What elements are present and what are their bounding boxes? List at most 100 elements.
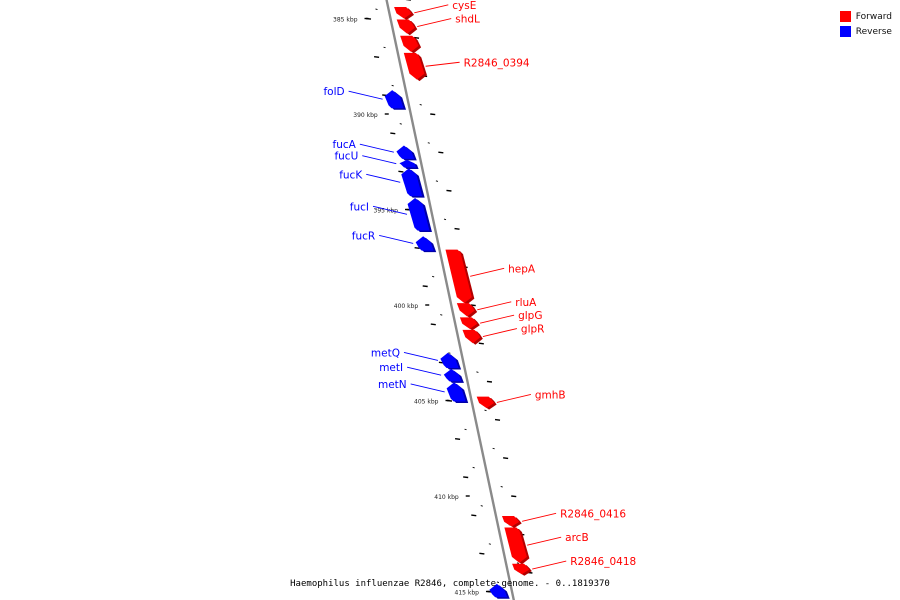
scale-label: 400 kbp [394, 303, 419, 310]
gene-arrow-fucK[interactable] [401, 168, 425, 198]
scale-label: 410 kbp [434, 494, 459, 501]
gene-arrow-metI[interactable] [443, 368, 464, 383]
gene-arrow-hepA[interactable] [445, 249, 475, 305]
gene-arrow-R2846_0418[interactable] [512, 563, 532, 576]
gene-arrow-body [456, 303, 475, 317]
gene-arrow-metQ[interactable] [440, 352, 462, 370]
gene-arrow-R2846_0394[interactable] [403, 52, 427, 82]
gene-arrow-fucR[interactable] [415, 236, 437, 253]
gene-label[interactable]: fucK [339, 169, 363, 181]
gene-label[interactable]: fucA [333, 139, 357, 151]
scale-label: 405 kbp [414, 399, 439, 406]
gene-arrow-body [462, 329, 481, 344]
gene-arrow-body [445, 249, 472, 304]
tick-mark [464, 428, 467, 431]
tick-mark [503, 457, 509, 460]
gene-label[interactable]: R2846_0418 [570, 556, 636, 568]
tick-mark [390, 132, 396, 135]
legend-label-forward: Forward [855, 11, 892, 22]
tick-mark [422, 285, 428, 288]
tick-mark [419, 104, 422, 106]
gene-label[interactable]: fucI [350, 201, 369, 213]
gene-arrow-shdL[interactable] [396, 19, 418, 36]
gene-label-leader [407, 366, 442, 376]
gene-arrow-body [459, 317, 478, 329]
scale-label: 385 kbp [333, 17, 358, 24]
gene-arrow-body [415, 236, 434, 251]
gene-label[interactable]: folD [323, 86, 344, 98]
reverse-swatch-icon [839, 26, 851, 37]
gene-arrow-body [501, 516, 520, 527]
gene-label[interactable]: fucU [334, 151, 358, 163]
tick-mark [511, 495, 517, 498]
gene-arrow-body [396, 145, 415, 159]
gene-label[interactable]: glpG [518, 310, 542, 322]
tick-mark [430, 113, 436, 116]
gene-arrow-folD[interactable] [384, 90, 407, 110]
tick-mark [427, 142, 430, 144]
tick-mark [454, 227, 460, 230]
gene-arrow-body [384, 90, 404, 109]
gene-arrow-body [396, 19, 415, 34]
tick-layer: 385 kbp 390 kbp 395 kbp 400 kbp 405 kbp 410 k… [333, 0, 533, 597]
gene-label-leader [362, 155, 397, 165]
tick-mark [496, 581, 500, 583]
gene-label[interactable]: shdL [455, 14, 480, 26]
gene-arrow-gmhB[interactable] [476, 396, 497, 410]
gene-arrow-unnamed[interactable] [489, 583, 510, 599]
genome-backbone [385, 0, 516, 600]
gene-arrow-body [446, 382, 466, 402]
tick-mark [471, 514, 477, 517]
gene-arrow-fucU[interactable] [399, 159, 419, 169]
gene-label[interactable]: metI [379, 362, 403, 374]
gene-arrow-body [394, 7, 412, 19]
tick-mark [454, 438, 461, 440]
gene-label[interactable]: arcB [565, 532, 589, 544]
gene-arrow-body [512, 563, 530, 575]
gene-label[interactable]: R2846_0394 [464, 57, 530, 69]
gene-label[interactable]: hepA [508, 263, 536, 275]
gene-arrow-glpR[interactable] [462, 329, 483, 345]
tick-mark [448, 352, 451, 354]
gene-label[interactable]: metQ [371, 347, 400, 359]
scale-label: 395 kbp [374, 208, 399, 215]
gene-label-leader [417, 18, 452, 28]
tick-mark [463, 476, 469, 479]
gene-arrow-metN[interactable] [446, 382, 469, 403]
scale-label: 415 kbp [455, 590, 480, 597]
gene-arrow-glpG[interactable] [459, 317, 480, 331]
gene-label[interactable]: gmhB [535, 389, 566, 401]
legend-item-reverse: Reverse [839, 24, 892, 39]
gene-layer [384, 7, 532, 599]
legend: Forward Reverse [839, 9, 892, 39]
tick-mark [500, 486, 503, 488]
gene-arrow-R2846_0394[interactable] [400, 35, 422, 54]
gene-label-leader [359, 143, 394, 153]
gene-arrow-body [400, 35, 419, 52]
map-title: Haemophilus influenzae R2846, complete g… [290, 579, 610, 589]
gene-label[interactable]: R2846_0416 [560, 508, 626, 520]
gene-label-leader [479, 314, 515, 324]
gene-label[interactable]: rluA [515, 297, 537, 309]
tick-mark [391, 84, 394, 87]
gene-label[interactable]: fucR [352, 230, 375, 242]
gene-arrow-fucA[interactable] [396, 145, 417, 161]
gene-label[interactable]: cysE [452, 0, 476, 12]
gene-arrow-fucI[interactable] [407, 198, 432, 233]
tick-mark [488, 543, 491, 545]
gene-arrow-cysE[interactable] [394, 7, 414, 20]
gene-label-leader [425, 61, 460, 67]
gene-arrow-arcB[interactable] [504, 527, 530, 565]
tick-mark [430, 323, 436, 326]
gene-arrow-R2846_0416[interactable] [501, 516, 522, 529]
gene-arrow-body [504, 527, 527, 563]
gene-label[interactable]: glpR [521, 324, 545, 336]
gene-arrow-rluA[interactable] [456, 303, 478, 318]
gene-label-leader [348, 90, 383, 100]
gene-arrow-body [401, 168, 423, 197]
gene-label[interactable]: metN [378, 379, 407, 391]
forward-swatch-icon [839, 11, 851, 22]
tick-mark [374, 56, 380, 58]
